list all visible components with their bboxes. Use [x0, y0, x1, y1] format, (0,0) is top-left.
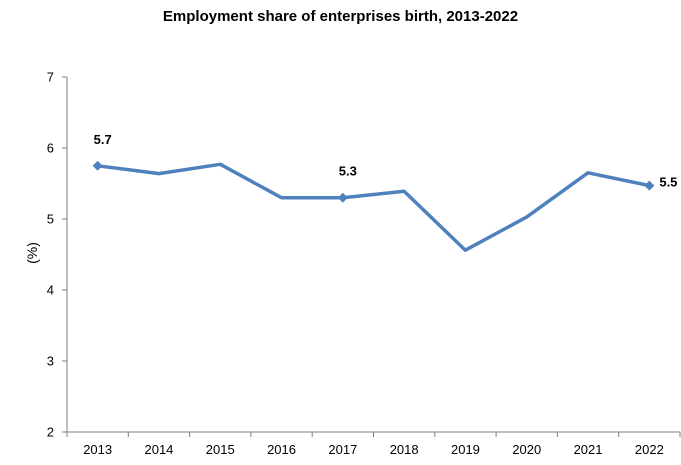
x-tick-label: 2021: [574, 442, 603, 457]
axes: 7 6 5 4 3 2 2013 2014 2015 2016 2017 2018 2019 2020 20…: [47, 70, 681, 457]
series-line: [95, 162, 652, 252]
data-label: 5.5: [659, 175, 677, 190]
y-tick-label: 4: [47, 283, 54, 298]
y-tick-label: 2: [47, 425, 54, 440]
x-tick-label: 2013: [83, 442, 112, 457]
x-tick-label: 2019: [451, 442, 480, 457]
x-tick-label: 2017: [328, 442, 357, 457]
y-tick-label: 3: [47, 354, 54, 369]
x-tick-label: 2020: [512, 442, 541, 457]
chart-title: Employment share of enterprises birth, 2…: [162, 8, 519, 25]
data-point: [92, 160, 103, 171]
y-tick-label: 5: [47, 212, 54, 227]
y-tick-label: 6: [47, 141, 54, 156]
data-point: [644, 180, 655, 191]
x-tick-label: 2022: [635, 442, 664, 457]
x-tick-label: 2016: [267, 442, 296, 457]
data-label: 5.7: [94, 132, 112, 147]
data-labels: 5.7 5.3 5.5: [94, 132, 678, 190]
data-label: 5.3: [339, 164, 357, 179]
x-tick-label: 2015: [206, 442, 235, 457]
x-tick-label: 2018: [390, 442, 419, 457]
x-tick-label: 2014: [144, 442, 173, 457]
data-point: [337, 192, 348, 203]
y-tick-label: 7: [47, 70, 54, 85]
series-group: [92, 160, 655, 252]
